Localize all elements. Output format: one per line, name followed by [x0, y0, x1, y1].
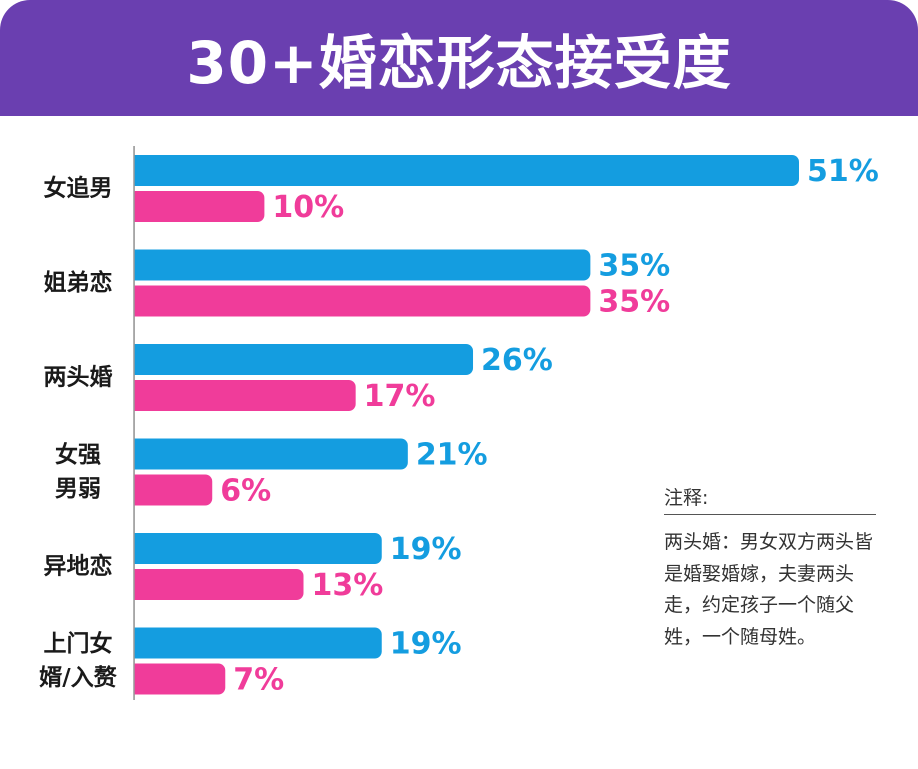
- bar-series-pink: [126, 285, 591, 317]
- data-label-series-pink: 35%: [598, 285, 670, 320]
- header-banner: [0, 0, 918, 116]
- bar-series-blue: [126, 344, 474, 375]
- data-label-series-blue: 35%: [598, 249, 670, 284]
- data-label-series-pink: 10%: [272, 190, 344, 225]
- data-label-series-blue: 51%: [807, 154, 879, 189]
- data-label-series-pink: 7%: [233, 663, 284, 698]
- bar-series-blue: [126, 533, 382, 564]
- data-label-series-blue: 26%: [481, 343, 553, 378]
- data-label-series-pink: 17%: [364, 379, 436, 414]
- data-label-series-blue: 21%: [416, 438, 488, 473]
- category-label: 女追男: [44, 175, 113, 202]
- bar-series-blue: [126, 438, 408, 470]
- category-label: 异地恋: [44, 553, 113, 580]
- category-label: 婿/入赘: [39, 664, 117, 691]
- bar-series-pink: [126, 663, 226, 695]
- page-title: 30+婚恋形态接受度: [186, 29, 732, 97]
- note-body: 两头婚：男女双方两头皆是婚娶婚嫁，夫妻两头走，约定孩子一个随父姓，一个随母姓。: [664, 531, 874, 648]
- bar-series-pink: [126, 474, 213, 506]
- category-label: 男弱: [55, 476, 101, 502]
- data-label-series-pink: 13%: [312, 568, 384, 603]
- bar-series-pink: [126, 191, 265, 222]
- data-label-series-pink: 6%: [220, 474, 271, 509]
- bar-series-pink: [126, 380, 356, 411]
- category-label: 女强: [55, 441, 101, 468]
- data-label-series-blue: 19%: [390, 532, 462, 567]
- category-label: 上门女: [44, 630, 113, 657]
- axis-mask: [124, 146, 134, 706]
- data-label-series-blue: 19%: [390, 627, 462, 662]
- category-label: 两头婚: [44, 364, 113, 391]
- bar-series-blue: [126, 155, 799, 186]
- note-title: 注释:: [664, 487, 709, 509]
- bar-series-pink: [126, 569, 304, 600]
- category-label: 姐弟恋: [44, 269, 113, 296]
- note-divider: [664, 514, 876, 515]
- bar-series-blue: [126, 249, 591, 281]
- bar-series-blue: [126, 627, 382, 659]
